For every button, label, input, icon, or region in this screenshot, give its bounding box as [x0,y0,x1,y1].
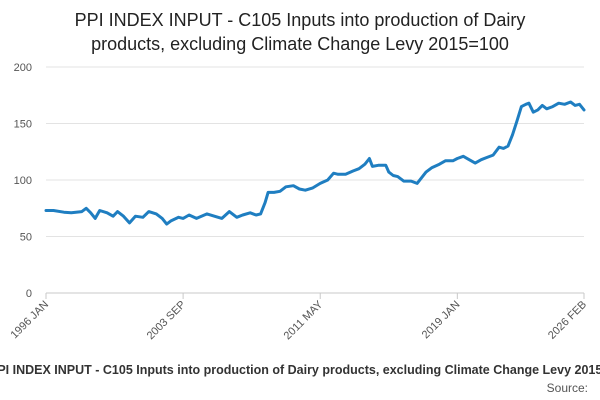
y-tick-label: 150 [14,119,32,131]
x-tick-label: 2026 FEB [546,299,589,342]
legend-entry[interactable]: PPI INDEX INPUT - C105 Inputs into produ… [0,363,600,377]
gridlines [46,66,584,237]
axes [45,292,585,299]
chart-title: PPI INDEX INPUT - C105 Inputs into produ… [0,8,600,56]
x-tick-label: 2011 MAY [282,298,326,342]
chart-title-line-1: PPI INDEX INPUT - C105 Inputs into produ… [74,10,526,30]
y-tick-label: 0 [26,288,32,300]
series-line [44,100,586,226]
x-tick-label: 2019 JAN [420,299,463,342]
x-tick-label: 1996 JAN [8,299,51,342]
y-tick-labels: 0 50 100 150 200 [14,62,32,300]
x-tick-labels: 1996 JAN 2003 SEP 2011 MAY 2019 JAN 2026 FEB [8,298,589,342]
y-tick-label: 100 [14,175,32,187]
y-tick-label: 200 [14,62,32,74]
x-tick-label: 2003 SEP [145,299,189,343]
chart-title-line-2: products, excluding Climate Change Levy … [91,34,509,54]
series-layer [44,100,586,226]
y-tick-label: 50 [20,232,32,244]
source-label: Source: [546,381,588,395]
